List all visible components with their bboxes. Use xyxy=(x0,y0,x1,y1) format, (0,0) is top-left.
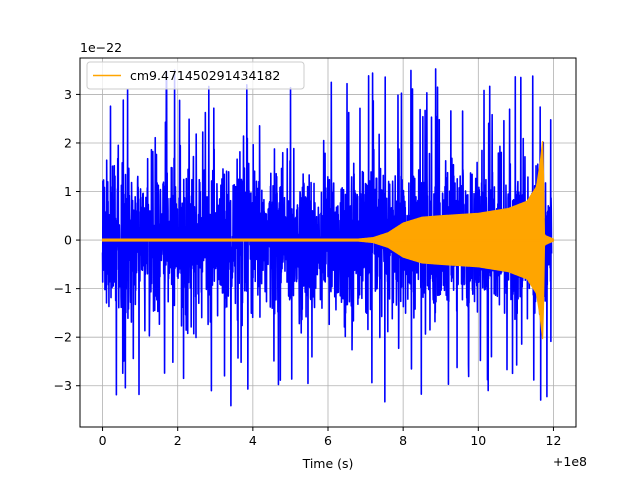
noise-series-line xyxy=(101,68,553,407)
legend-box xyxy=(86,61,305,90)
y-tick-label: 2 xyxy=(64,135,72,150)
y-scale-text: 1e−22 xyxy=(80,40,122,55)
x-tick-label: 2 xyxy=(174,433,182,448)
legend: cm9.471450291434182 xyxy=(86,61,305,90)
legend-label: cm9.471450291434182 xyxy=(130,68,280,83)
y-tick-label: 1 xyxy=(64,184,72,199)
y-tick-label: −3 xyxy=(54,378,72,393)
y-tick-label: 0 xyxy=(64,233,72,248)
x-tick-label: 12 xyxy=(546,433,562,448)
y-tick-label: 3 xyxy=(64,87,72,102)
y-tick-label: −2 xyxy=(54,330,72,345)
x-tick-label: 10 xyxy=(470,433,486,448)
x-axis-label: Time (s) xyxy=(302,456,354,471)
plot-area xyxy=(101,68,555,407)
x-tick-label: 8 xyxy=(399,433,407,448)
y-tick-label: −1 xyxy=(54,281,72,296)
x-tick-label: 0 xyxy=(99,433,107,448)
x-tick-label: 6 xyxy=(324,433,332,448)
x-tick-label: 4 xyxy=(249,433,257,448)
x-offset-text: +1e8 xyxy=(553,454,587,469)
